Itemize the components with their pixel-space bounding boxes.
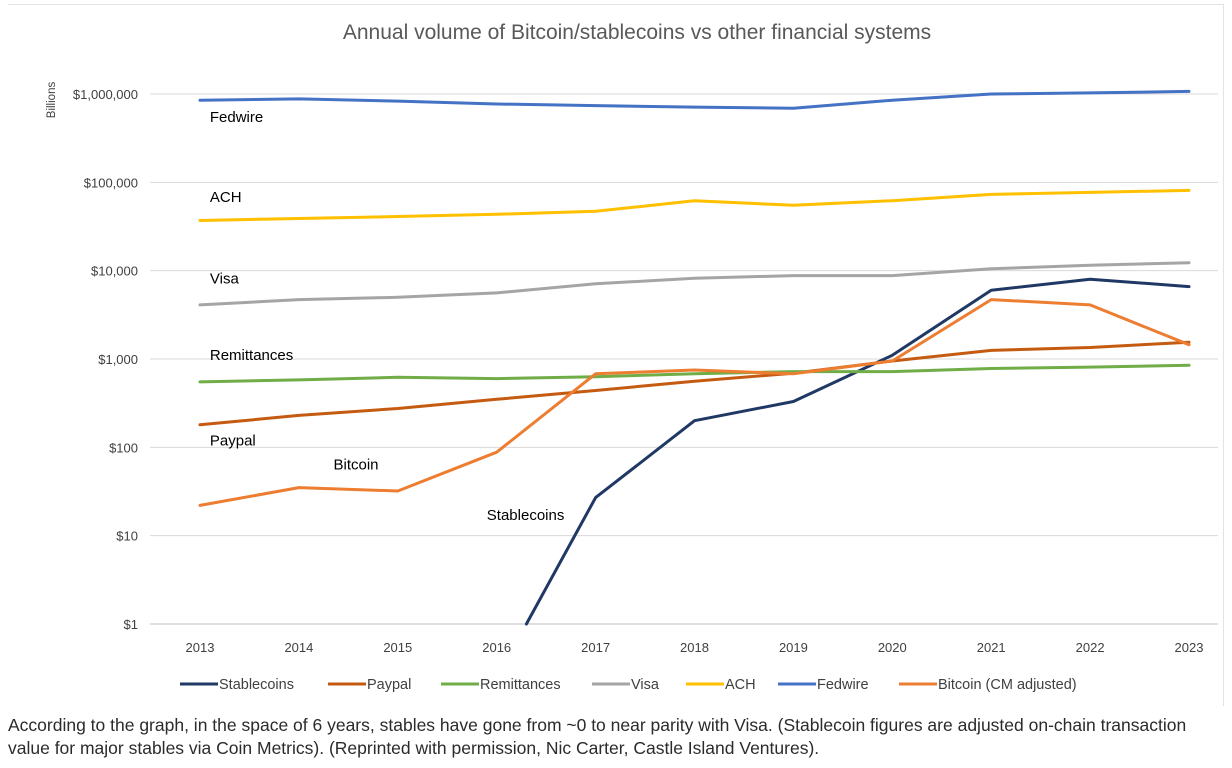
y-tick-label: $1,000,000 bbox=[73, 87, 138, 102]
y-tick-label: $1,000 bbox=[98, 352, 138, 367]
x-tick-label: 2014 bbox=[284, 640, 313, 655]
series-line-bitcoin-cm-adjusted bbox=[198, 298, 1191, 507]
figure-caption: According to the graph, in the space of … bbox=[8, 715, 1187, 758]
y-tick-label: $1 bbox=[124, 617, 138, 632]
y-tick-label: $10 bbox=[116, 529, 138, 544]
legend-label-fedwire: Fedwire bbox=[817, 677, 869, 693]
annotation-bitcoin: Bitcoin bbox=[334, 457, 379, 474]
legend-label-stablecoins: Stablecoins bbox=[219, 677, 294, 693]
annotation-ach: ACH bbox=[210, 189, 242, 206]
line-chart: Annual volume of Bitcoin/stablecoins vs … bbox=[46, 21, 1218, 693]
series-annotations: Fedwire ACH Visa Remittances Paypal Bitcoin St… bbox=[210, 109, 564, 524]
x-tick-label: 2018 bbox=[680, 640, 709, 655]
x-tick-label: 2023 bbox=[1175, 640, 1204, 655]
x-tick-label: 2021 bbox=[977, 640, 1006, 655]
chart-title: Annual volume of Bitcoin/stablecoins vs … bbox=[343, 21, 931, 44]
y-tick-labels: $1 $10 $100 $1,000 $10,000 $100,000 $1,000,000 bbox=[73, 87, 138, 632]
x-tick-label: 2013 bbox=[186, 640, 215, 655]
legend: Stablecoins Paypal Remittances Visa ACH Fedwi… bbox=[180, 677, 1077, 693]
x-tick-label: 2017 bbox=[581, 640, 610, 655]
y-axis-label: Billions bbox=[46, 82, 58, 119]
annotation-stablecoins: Stablecoins bbox=[487, 507, 565, 524]
y-tick-label: $100 bbox=[109, 440, 138, 455]
series-lines bbox=[198, 89, 1191, 626]
legend-label-paypal: Paypal bbox=[367, 677, 411, 693]
x-tick-labels: 2013 2014 2015 2016 2017 2018 2019 2020 2021 2022… bbox=[186, 640, 1204, 655]
y-tick-label: $100,000 bbox=[84, 175, 138, 190]
series-line-ach bbox=[198, 188, 1191, 222]
legend-label-bitcoin-cm-adjusted: Bitcoin (CM adjusted) bbox=[938, 677, 1077, 693]
legend-label-remittances: Remittances bbox=[480, 677, 561, 693]
series-line-paypal bbox=[198, 340, 1191, 427]
series-line-stablecoins bbox=[524, 277, 1191, 626]
gridlines bbox=[150, 93, 1218, 625]
x-tick-label: 2016 bbox=[482, 640, 511, 655]
chart-frame bbox=[8, 4, 1224, 706]
series-line-remittances bbox=[198, 363, 1191, 384]
x-tick-label: 2020 bbox=[878, 640, 907, 655]
annotation-visa: Visa bbox=[210, 270, 240, 287]
annotation-remittances: Remittances bbox=[210, 347, 293, 364]
series-line-visa bbox=[198, 261, 1191, 307]
x-tick-label: 2019 bbox=[779, 640, 808, 655]
legend-label-visa: Visa bbox=[631, 677, 660, 693]
legend-label-ach: ACH bbox=[725, 677, 756, 693]
series-line-fedwire bbox=[198, 89, 1191, 110]
y-tick-label: $10,000 bbox=[91, 264, 138, 279]
annotation-paypal: Paypal bbox=[210, 432, 256, 449]
annotation-fedwire: Fedwire bbox=[210, 109, 263, 126]
x-tick-label: 2015 bbox=[383, 640, 412, 655]
x-tick-label: 2022 bbox=[1076, 640, 1105, 655]
